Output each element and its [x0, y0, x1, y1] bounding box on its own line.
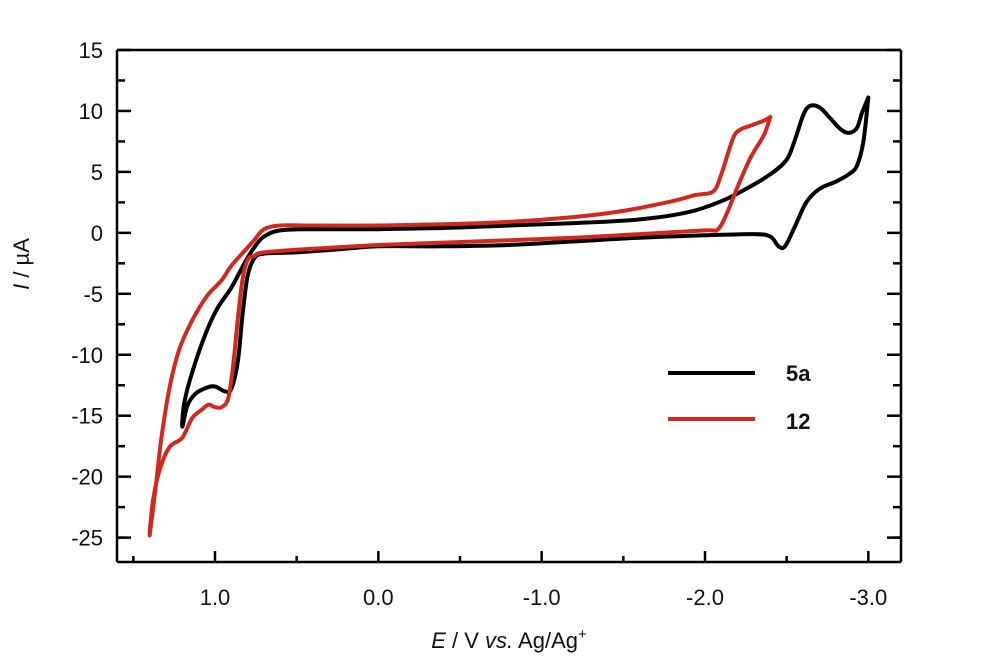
x-tick-label: -2.0 [686, 585, 724, 610]
x-axis-ticks: 1.0 0.0 -1.0 -2.0 -3.0 [132, 551, 887, 610]
y-tick-label: -5 [83, 282, 103, 307]
legend: 5a 12 [668, 361, 811, 434]
series-line-12 [147, 115, 773, 538]
x-tick-label: -3.0 [849, 585, 887, 610]
y-tick-label: 15 [79, 38, 103, 63]
x-tick-label: 1.0 [200, 585, 231, 610]
legend-label-5a: 5a [786, 361, 811, 386]
y-axis-unit: / µA [9, 238, 34, 284]
y-tick-label: 10 [79, 99, 103, 124]
x-axis-unit: / V [446, 628, 485, 653]
x-axis-vs: vs. [485, 628, 513, 653]
x-tick-label: 0.0 [363, 585, 394, 610]
y-tick-label: 5 [91, 160, 103, 185]
y-axis-ticks: 15 10 5 0 -5 -10 -15 -20 -25 [71, 38, 901, 551]
y-tick-label: -15 [71, 404, 103, 429]
x-axis-var: E [431, 628, 446, 653]
y-axis-var: I [9, 284, 34, 290]
legend-label-12: 12 [786, 409, 810, 434]
y-tick-label: -10 [71, 343, 103, 368]
x-axis-reference: Ag/Ag [513, 628, 578, 653]
plot-frame [115, 48, 903, 564]
y-tick-label: -20 [71, 465, 103, 490]
x-axis-title: E / V vs. Ag/Ag+ [431, 626, 587, 653]
y-tick-label: -25 [71, 526, 103, 551]
x-tick-label: -1.0 [523, 585, 561, 610]
series-layer [147, 95, 871, 538]
series-line-5a [180, 95, 871, 429]
y-axis-title: I / µA [9, 238, 34, 290]
y-tick-label: 0 [91, 221, 103, 246]
x-axis-reference-sup: + [578, 626, 587, 643]
